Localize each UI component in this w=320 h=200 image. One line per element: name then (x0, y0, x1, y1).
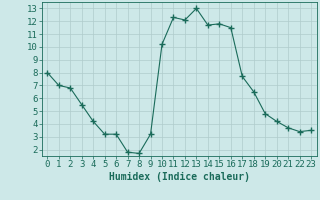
X-axis label: Humidex (Indice chaleur): Humidex (Indice chaleur) (109, 172, 250, 182)
